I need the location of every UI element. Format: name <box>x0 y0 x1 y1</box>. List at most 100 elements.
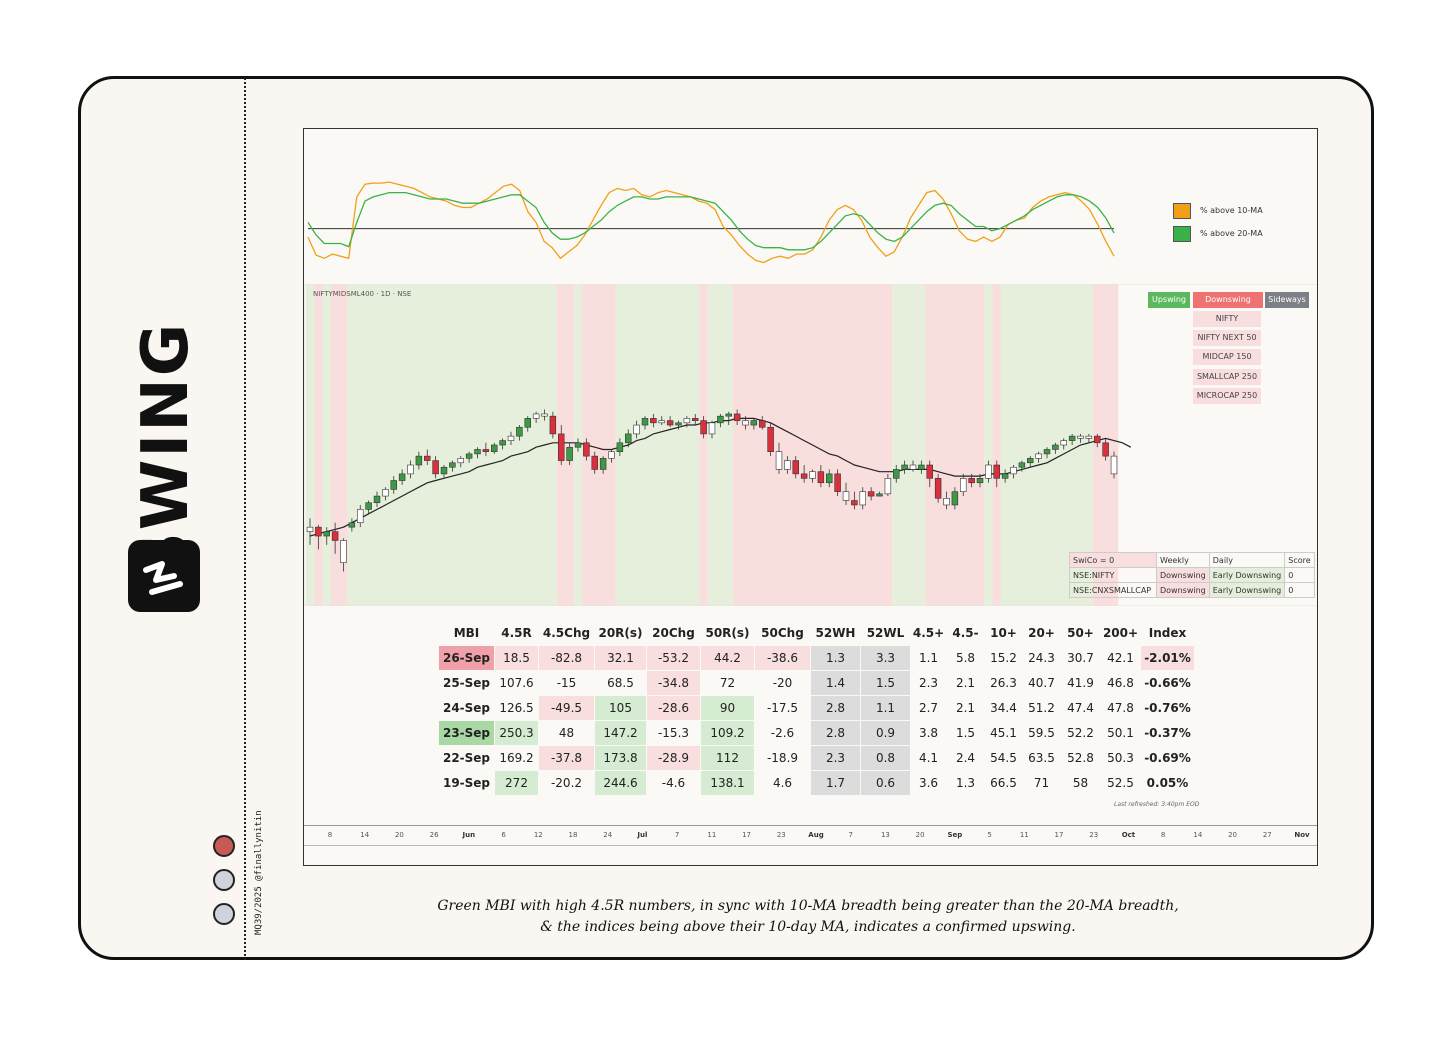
candle-body <box>633 424 640 435</box>
candle-down <box>934 473 942 503</box>
mbi-date-cell: 22-Sep <box>438 745 495 771</box>
candle-body <box>608 451 615 459</box>
candle-down <box>1102 438 1109 461</box>
candle-up <box>893 465 900 483</box>
x-tick-label: 17 <box>742 831 752 839</box>
mbi-cell: -28.6 <box>646 695 701 721</box>
window-dot-grey-1[interactable] <box>213 869 235 891</box>
sideways-button[interactable]: Sideways <box>1265 292 1309 308</box>
candle-body <box>968 478 975 484</box>
candle-body <box>357 509 364 524</box>
candle-down <box>742 416 749 430</box>
x-tick-label: 18 <box>568 831 578 839</box>
candle-body <box>340 540 347 563</box>
candle-body <box>951 491 959 506</box>
candle-up <box>516 425 523 441</box>
swico-cell: NSE:CNXSMALLCAP <box>1069 582 1157 598</box>
mbi-cell: 52.8 <box>1060 745 1101 771</box>
breadth-series-20ma <box>307 191 1115 251</box>
candle-body <box>491 444 498 452</box>
candle-up <box>357 504 364 528</box>
index-item-midcap-150[interactable]: MIDCAP 150 <box>1193 349 1261 365</box>
candle-body <box>507 435 515 441</box>
candle-down <box>792 456 799 479</box>
candle-body <box>1052 444 1059 450</box>
mbi-date-cell: 19-Sep <box>438 770 495 796</box>
upswing-button[interactable]: Upswing <box>1148 292 1190 308</box>
swico-cell: Downswing <box>1156 567 1210 583</box>
mbi-cell: 30.7 <box>1060 645 1101 671</box>
candle-up <box>524 416 531 432</box>
candle-up <box>1010 465 1017 479</box>
candle-body <box>867 491 875 497</box>
candle-body <box>700 420 707 435</box>
mbi-cell: 18.5 <box>494 645 539 671</box>
upswing-zone <box>707 284 733 606</box>
mbi-cell: 24.3 <box>1022 645 1061 671</box>
mbi-header-cell: 50+ <box>1067 626 1094 640</box>
index-item-smallcap-250[interactable]: SMALLCAP 250 <box>1193 369 1261 385</box>
candle-body <box>415 455 423 466</box>
candle-body <box>993 464 1000 479</box>
mbi-table: MBI 4.5R 4.5Chg 20R(s) 20Chg 50R(s) 50Chg 52WH 5… <box>438 621 1195 796</box>
x-tick-label: Oct <box>1121 831 1136 839</box>
index-item-microcap-250[interactable]: MICROCAP 250 <box>1193 388 1261 404</box>
mbi-date-cell: 25-Sep <box>438 670 495 696</box>
x-tick-label: 14 <box>1193 831 1203 839</box>
swico-header-cell: Weekly <box>1156 552 1210 568</box>
candle-down <box>993 460 1000 488</box>
index-item-nifty[interactable]: NIFTY <box>1193 311 1261 327</box>
downswing-button[interactable]: Downswing <box>1193 292 1263 308</box>
candle-down <box>817 465 825 488</box>
candle-up <box>784 456 791 474</box>
candle-down <box>851 491 858 510</box>
index-item-nifty-next-50[interactable]: NIFTY NEXT 50 <box>1193 330 1261 346</box>
mbi-header-cell: 20R(s) <box>598 626 643 640</box>
candle-body <box>398 473 406 481</box>
candle-body <box>985 464 992 479</box>
candle-up <box>1001 469 1009 483</box>
swico-cell: NSE:NIFTY <box>1069 567 1157 583</box>
mbi-cell: -18.9 <box>754 745 811 771</box>
upswing-zone <box>322 284 331 606</box>
window-dot-red[interactable] <box>213 835 235 857</box>
candle-body <box>1027 458 1034 464</box>
mbi-cell: 1.5 <box>860 670 911 696</box>
candle-body <box>1035 453 1042 459</box>
candle-down <box>1077 433 1084 443</box>
candle-body <box>876 493 883 497</box>
mbi-row: 19-Sep 272 -20.2 244.6 -4.6 138.1 4.6 1.7 0.6 3.6… <box>438 770 1195 796</box>
mbi-row: 24-Sep 126.5 -49.5 105 -28.6 90 -17.5 2.8 1.1 2.7… <box>438 695 1195 721</box>
candle-body <box>1085 435 1093 439</box>
mbi-header-row: MBI 4.5R 4.5Chg 20R(s) 20Chg 50R(s) 50Chg 52WH 5… <box>439 621 1195 646</box>
candle-up <box>876 491 883 497</box>
mbi-cell: 250.3 <box>494 720 539 746</box>
candle-body <box>859 491 866 506</box>
candle-up <box>499 438 506 450</box>
candle-body <box>926 464 933 479</box>
caption-line-1: Green MBI with high 4.5R numbers, in syn… <box>437 898 1179 914</box>
candle-body <box>482 449 490 452</box>
mbi-cell: 47.8 <box>1100 695 1141 721</box>
candle-up <box>809 469 816 483</box>
candle-down <box>767 422 774 457</box>
window-dot-grey-2[interactable] <box>213 903 235 925</box>
mbi-cell: 1.5 <box>946 720 985 746</box>
candle-down <box>315 524 322 550</box>
mbi-cell: -0.69% <box>1140 745 1195 771</box>
mbi-date-cell: 23-Sep <box>438 720 495 746</box>
x-tick-label: Jun <box>462 831 476 839</box>
candle-body <box>792 460 799 475</box>
mbi-header-cell: 52WL <box>866 626 905 640</box>
candle-down <box>926 460 933 488</box>
candle-up <box>373 491 381 508</box>
downswing-zone <box>557 284 574 606</box>
candle-body <box>909 464 917 470</box>
candle-body <box>784 460 791 470</box>
candle-up <box>1060 438 1067 450</box>
candle-body <box>1102 442 1109 457</box>
candle-body <box>306 526 314 532</box>
mbi-cell: 1.7 <box>810 770 861 796</box>
mbi-cell: 272 <box>494 770 539 796</box>
candle-down <box>692 413 699 426</box>
